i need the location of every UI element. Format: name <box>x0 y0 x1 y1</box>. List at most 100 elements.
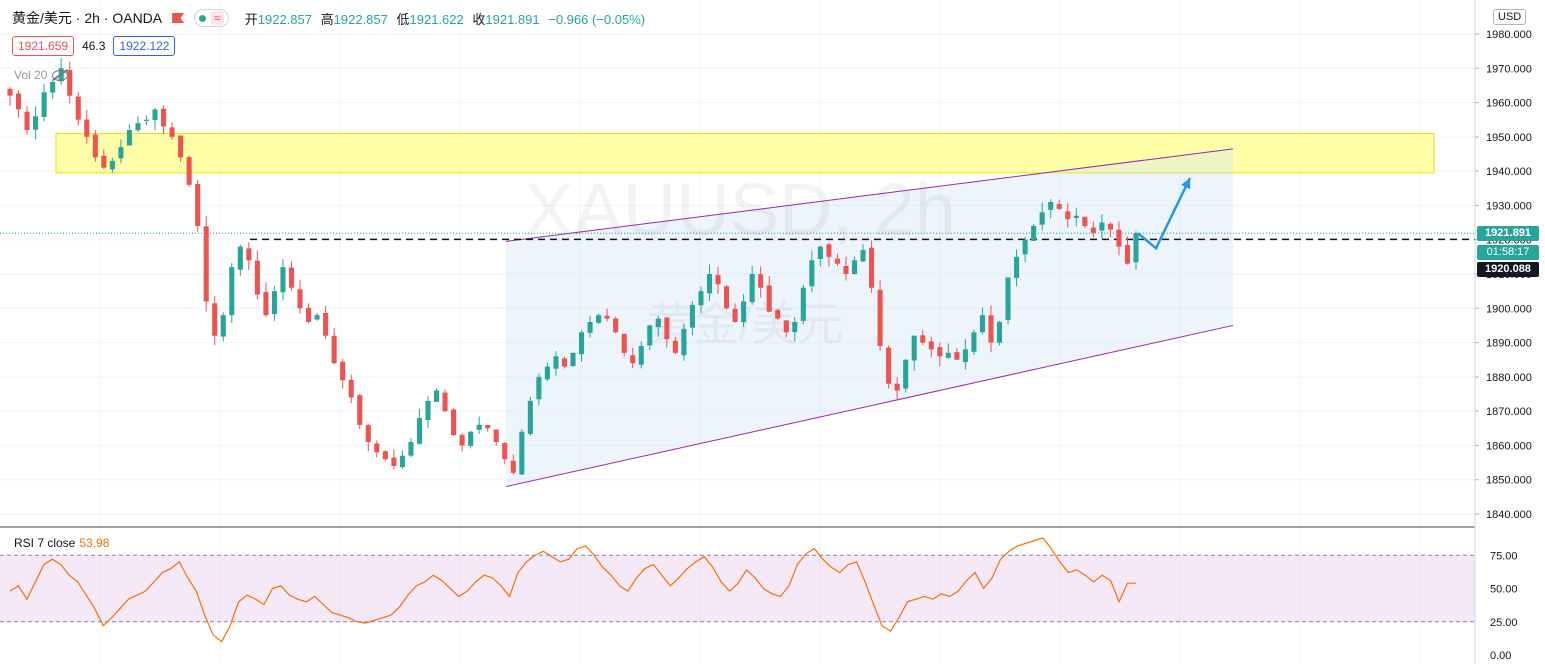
price-tick-label: 1970.000 <box>1486 63 1532 75</box>
candle <box>903 359 909 393</box>
candle <box>775 308 781 321</box>
candle-body <box>323 312 329 336</box>
candle-body <box>212 303 218 336</box>
candle-body <box>340 361 346 381</box>
candle-body <box>681 328 687 356</box>
candle-body <box>945 352 951 358</box>
price-tick-label: 1960.000 <box>1486 98 1532 110</box>
candle <box>783 319 789 338</box>
candle-body <box>758 274 764 288</box>
candle <box>1048 199 1054 219</box>
candle <box>664 316 670 348</box>
candle <box>271 286 277 322</box>
candle <box>809 250 815 293</box>
volume-legend[interactable]: Vol 20 <box>14 68 69 82</box>
candle <box>459 433 465 452</box>
candle <box>570 352 576 367</box>
market-status[interactable]: ≈ <box>194 9 229 27</box>
candle <box>229 262 235 324</box>
candle <box>826 242 832 267</box>
candle-body <box>1005 277 1011 320</box>
candle <box>357 393 363 430</box>
candle-body <box>800 287 806 321</box>
candle <box>792 316 798 342</box>
candle <box>604 308 610 322</box>
delayed-data-icon: ≈ <box>211 11 224 25</box>
candle-body <box>15 93 22 110</box>
candle-body <box>433 390 440 402</box>
candle-body <box>698 291 704 306</box>
candle <box>84 109 90 144</box>
candle <box>331 327 337 365</box>
candle <box>254 250 260 300</box>
candle-body <box>536 376 542 400</box>
candle-body <box>869 247 875 288</box>
candle-body <box>1014 256 1020 278</box>
candle-body <box>809 260 815 287</box>
countdown-label: 01:58:17 <box>1477 245 1539 260</box>
candle <box>724 284 730 310</box>
candle <box>672 336 678 355</box>
ask-button[interactable]: 1922.122 <box>113 36 176 56</box>
open-value: 1922.857 <box>257 11 312 27</box>
candle <box>647 324 653 351</box>
candle <box>195 179 201 232</box>
candle-body <box>903 359 909 389</box>
candle <box>1014 249 1020 287</box>
candle <box>340 358 346 389</box>
last-price-label: 1921.891 <box>1477 226 1539 241</box>
candle-body <box>50 82 56 93</box>
candle <box>169 122 175 140</box>
candle <box>1099 214 1105 239</box>
candle <box>143 115 150 126</box>
price-tick-label: 1850.000 <box>1486 475 1532 487</box>
symbol-legend[interactable]: 黄金/美元 · 2h · OANDA ≈ 开1922.857 高1922.857… <box>12 8 650 28</box>
candle <box>596 313 602 324</box>
spread-value: 46.3 <box>82 39 106 53</box>
bid-button[interactable]: 1921.659 <box>12 36 75 56</box>
candle-body <box>33 116 39 130</box>
close-label: 收 <box>472 11 486 27</box>
candle-body <box>826 244 832 257</box>
candle-body <box>391 457 397 466</box>
candle <box>587 315 593 338</box>
candle <box>928 336 934 358</box>
candle-body <box>928 341 934 350</box>
hidden-eye-icon[interactable] <box>52 69 69 81</box>
flag-icon[interactable] <box>172 13 185 23</box>
candles <box>7 58 1139 475</box>
candle-body <box>706 274 713 294</box>
candle <box>920 330 926 346</box>
rsi-legend[interactable]: RSI 7 close 53.98 <box>14 536 109 550</box>
candle-body <box>843 265 849 274</box>
candle <box>67 61 73 104</box>
price-tick-label: 1890.000 <box>1486 338 1532 350</box>
currency-button[interactable]: USD <box>1493 9 1527 25</box>
candle <box>971 329 977 355</box>
candle-body <box>271 291 277 314</box>
candle-body <box>817 246 823 259</box>
candle-body <box>962 349 968 363</box>
candle-body <box>476 424 482 430</box>
candle <box>1082 216 1088 229</box>
candle-body <box>621 333 627 353</box>
candle-body <box>1022 239 1028 255</box>
candle <box>1031 223 1037 242</box>
candle-body <box>152 109 158 121</box>
candle-body <box>1090 227 1096 233</box>
candle-body <box>561 358 568 367</box>
candle-body <box>280 267 286 293</box>
candle-body <box>613 318 619 333</box>
market-open-icon <box>199 14 207 22</box>
candle <box>399 450 405 469</box>
candle <box>655 315 661 337</box>
candle <box>851 256 858 275</box>
price-tick-label: 1980.000 <box>1486 29 1532 41</box>
candle-body <box>971 332 977 352</box>
candle-body <box>84 119 90 137</box>
price-tick-label: 1940.000 <box>1486 166 1532 178</box>
candle-body <box>442 392 448 412</box>
candle-body <box>24 111 30 130</box>
symbol-title[interactable]: 黄金/美元 · 2h · OANDA <box>12 10 163 26</box>
